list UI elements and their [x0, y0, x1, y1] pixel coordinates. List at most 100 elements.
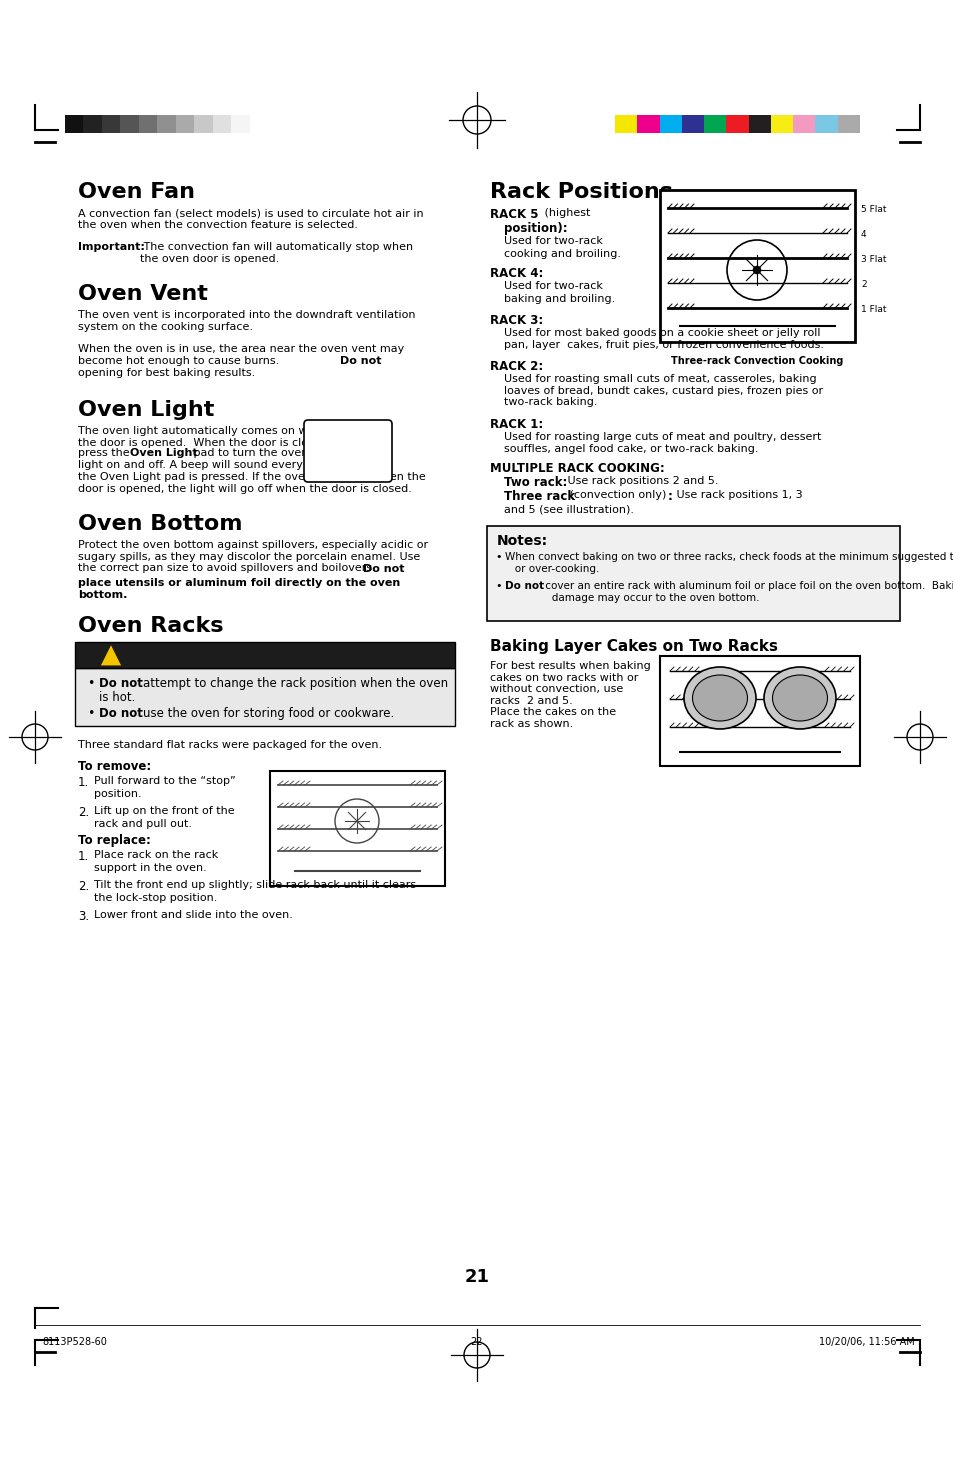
- FancyBboxPatch shape: [304, 420, 392, 482]
- Text: the Oven Light pad is pressed. If the oven light is on when the: the Oven Light pad is pressed. If the ov…: [78, 472, 425, 482]
- Text: Used for roasting small cuts of meat, casseroles, baking
loaves of bread, bundt : Used for roasting small cuts of meat, ca…: [503, 375, 822, 407]
- Text: Three-rack Convection Cooking: Three-rack Convection Cooking: [671, 355, 842, 366]
- Text: Lift up on the front of the: Lift up on the front of the: [94, 805, 234, 816]
- Text: Use rack positions 2 and 5.: Use rack positions 2 and 5.: [563, 476, 718, 485]
- Text: •: •: [495, 552, 501, 562]
- Text: The convection fan will automatically stop when
the oven door is opened.: The convection fan will automatically st…: [140, 242, 413, 264]
- Text: Do not: Do not: [99, 707, 143, 720]
- Bar: [120, 115, 139, 133]
- Text: RACK 1:: RACK 1:: [490, 417, 542, 431]
- Text: (highest: (highest: [540, 208, 590, 218]
- Text: cover an entire rack with aluminum foil or place foil on the oven bottom.  Bakin: cover an entire rack with aluminum foil …: [541, 581, 953, 603]
- Text: and 5 (see illustration).: and 5 (see illustration).: [503, 504, 634, 513]
- Bar: [75, 668, 455, 726]
- Text: •: •: [87, 707, 94, 720]
- Bar: [75, 642, 455, 668]
- Text: Oven Bottom: Oven Bottom: [78, 513, 242, 534]
- Bar: [213, 115, 232, 133]
- Text: RACK 4:: RACK 4:: [490, 267, 543, 280]
- Text: door is opened, the light will go off when the door is closed.: door is opened, the light will go off wh…: [78, 484, 412, 494]
- Polygon shape: [100, 645, 122, 667]
- Text: Used for roasting large cuts of meat and poultry, dessert
souffles, angel food c: Used for roasting large cuts of meat and…: [503, 432, 821, 454]
- Text: Important:: Important:: [78, 242, 145, 252]
- Text: To replace:: To replace:: [78, 833, 151, 847]
- Text: Oven Fan: Oven Fan: [78, 181, 194, 202]
- Text: Oven Vent: Oven Vent: [78, 285, 208, 304]
- Text: support in the oven.: support in the oven.: [94, 863, 207, 873]
- Bar: [615, 115, 637, 133]
- Text: use the oven for storing food or cookware.: use the oven for storing food or cookwar…: [143, 707, 394, 720]
- Text: 3.: 3.: [78, 910, 89, 923]
- Bar: [139, 115, 157, 133]
- Bar: [84, 115, 102, 133]
- Text: 22: 22: [470, 1336, 483, 1347]
- Text: RACK 2:: RACK 2:: [490, 360, 542, 373]
- Text: 1.: 1.: [78, 776, 90, 789]
- Text: cooking and broiling.: cooking and broiling.: [503, 249, 620, 260]
- Text: Oven Racks: Oven Racks: [78, 617, 223, 636]
- Text: is hot.: is hot.: [99, 690, 135, 704]
- Text: opening for best baking results.: opening for best baking results.: [78, 367, 255, 378]
- Bar: [65, 115, 84, 133]
- Text: Place rack on the rack: Place rack on the rack: [94, 850, 218, 860]
- Text: 2.: 2.: [78, 805, 90, 819]
- Text: 1 Flat: 1 Flat: [861, 305, 885, 314]
- Text: position.: position.: [94, 789, 141, 799]
- Text: 4: 4: [861, 230, 865, 239]
- Bar: [157, 115, 175, 133]
- Text: To remove:: To remove:: [78, 760, 152, 773]
- Text: place utensils or aluminum foil directly on the oven
bottom.: place utensils or aluminum foil directly…: [78, 578, 400, 600]
- Text: •: •: [87, 677, 94, 690]
- Text: Pull forward to the “stop”: Pull forward to the “stop”: [94, 776, 235, 786]
- Text: CAUTION: CAUTION: [135, 650, 212, 665]
- Text: baking and broiling.: baking and broiling.: [503, 294, 615, 304]
- Text: light on and off. A beep will sound every time: light on and off. A beep will sound ever…: [78, 460, 332, 471]
- Text: (convection only): (convection only): [565, 490, 666, 500]
- Bar: [102, 115, 120, 133]
- Text: pad to turn the oven: pad to turn the oven: [190, 448, 308, 459]
- Text: 3 Flat: 3 Flat: [861, 255, 885, 264]
- Bar: [681, 115, 703, 133]
- Text: Use rack positions 1, 3: Use rack positions 1, 3: [672, 490, 801, 500]
- Text: Two rack:: Two rack:: [503, 476, 567, 490]
- Text: Oven
Light: Oven Light: [333, 438, 363, 466]
- Text: press the: press the: [78, 448, 133, 459]
- Text: When convect baking on two or three racks, check foods at the minimum suggested : When convect baking on two or three rack…: [504, 552, 953, 574]
- Text: 2.: 2.: [78, 881, 90, 892]
- Text: The oven vent is incorporated into the downdraft ventilation
system on the cooki: The oven vent is incorporated into the d…: [78, 310, 416, 332]
- Text: 21: 21: [464, 1268, 489, 1286]
- Bar: [232, 115, 250, 133]
- Bar: [486, 527, 899, 621]
- Text: MULTIPLE RACK COOKING:: MULTIPLE RACK COOKING:: [490, 462, 664, 475]
- Text: For best results when baking
cakes on two racks with or
without convection, use
: For best results when baking cakes on tw…: [490, 661, 650, 729]
- Text: 2: 2: [861, 280, 865, 289]
- Bar: [659, 656, 859, 766]
- Bar: [175, 115, 194, 133]
- Ellipse shape: [772, 676, 826, 721]
- Text: Do not: Do not: [504, 581, 543, 591]
- Text: Three standard flat racks were packaged for the oven.: Three standard flat racks were packaged …: [78, 740, 382, 749]
- Bar: [815, 115, 837, 133]
- Text: Baking Layer Cakes on Two Racks: Baking Layer Cakes on Two Racks: [490, 639, 778, 653]
- Text: rack and pull out.: rack and pull out.: [94, 819, 192, 829]
- Bar: [837, 115, 859, 133]
- Bar: [194, 115, 213, 133]
- Bar: [703, 115, 725, 133]
- Circle shape: [752, 266, 760, 274]
- Ellipse shape: [692, 676, 747, 721]
- Text: position):: position):: [503, 223, 567, 235]
- Text: Used for two-rack: Used for two-rack: [503, 236, 602, 246]
- Text: Protect the oven bottom against spillovers, especially acidic or
sugary spills, : Protect the oven bottom against spillove…: [78, 540, 428, 574]
- Text: 5 Flat: 5 Flat: [861, 205, 885, 214]
- Text: Tilt the front end up slightly; slide rack back until it clears: Tilt the front end up slightly; slide ra…: [94, 881, 416, 889]
- Text: !: !: [108, 659, 113, 673]
- Text: Three rack: Three rack: [503, 490, 575, 503]
- Bar: [637, 115, 659, 133]
- Text: When the oven is in use, the area near the oven vent may
become hot enough to ca: When the oven is in use, the area near t…: [78, 344, 404, 366]
- Text: Do not: Do not: [363, 563, 404, 574]
- Text: RACK 5: RACK 5: [490, 208, 537, 221]
- Text: Do not: Do not: [339, 355, 381, 366]
- Text: Do not: Do not: [99, 677, 143, 690]
- Ellipse shape: [683, 667, 755, 729]
- Text: :: :: [667, 490, 672, 503]
